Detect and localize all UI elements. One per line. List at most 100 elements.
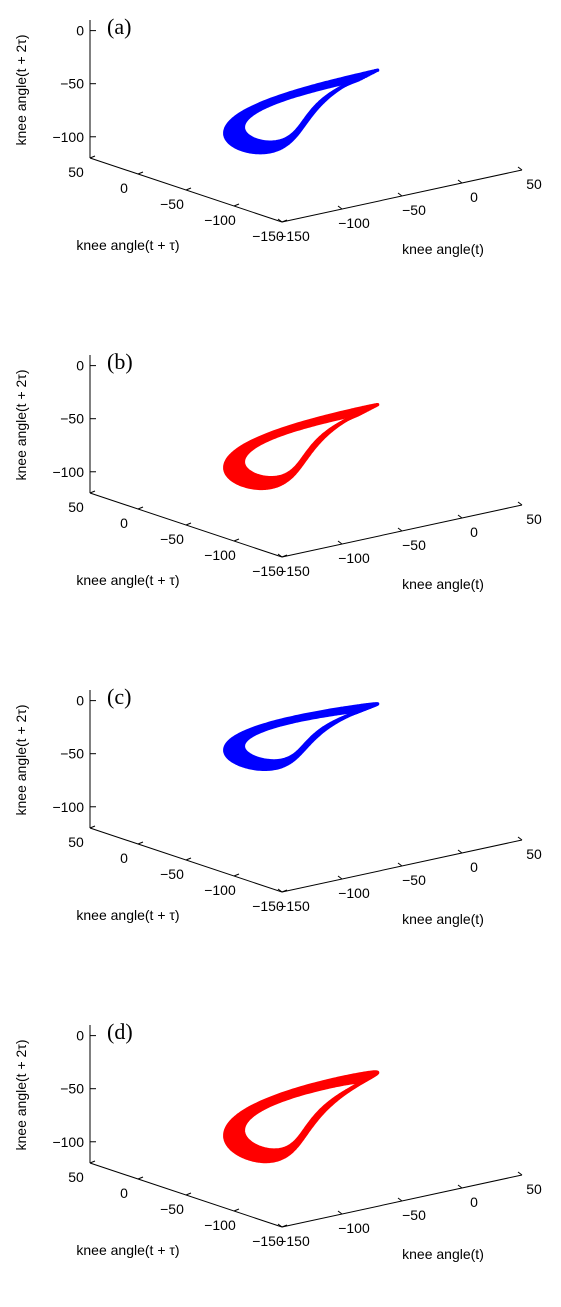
z-tick-label: −100 [52, 464, 84, 480]
y-tick-mark [185, 857, 192, 861]
x-tick-mark [517, 501, 523, 506]
trajectory-line [223, 403, 380, 491]
trajectory-line [223, 702, 380, 771]
y-tick-mark [89, 490, 96, 494]
chart-panel: −150 −100 −50 0 50 −150 −100 −50 0 50 −100 −50 0 knee… [13, 14, 542, 257]
x-tick-label: −50 [402, 202, 426, 218]
y-tick-mark [281, 889, 288, 893]
y-tick-mark [233, 873, 240, 877]
chart-panel: −150 −100 −50 0 50 −150 −100 −50 0 50 −100 −50 0 knee… [13, 684, 542, 927]
y-tick-mark [281, 1224, 288, 1228]
y-tick-label: 50 [68, 1169, 84, 1185]
z-tick-label: 0 [76, 1028, 84, 1044]
z-axis-label: knee angle(t + 2τ) [13, 1040, 29, 1151]
y-tick-label: −100 [204, 1217, 236, 1233]
y-tick-mark [89, 1160, 96, 1164]
y-tick-mark [233, 203, 240, 207]
z-tick-label: 0 [76, 23, 84, 39]
z-tick-label: −50 [60, 411, 84, 427]
chart-panel: −150 −100 −50 0 50 −150 −100 −50 0 50 −100 −50 0 knee… [13, 1019, 542, 1262]
z-tick-label: −100 [52, 799, 84, 815]
x-tick-mark [517, 1171, 523, 1176]
x-tick-mark [337, 540, 343, 545]
y-tick-label: −100 [204, 882, 236, 898]
x-tick-label: −50 [402, 1207, 426, 1223]
y-tick-mark [137, 506, 144, 510]
z-tick-label: −50 [60, 1081, 84, 1097]
x-tick-mark [457, 849, 463, 854]
panel-label: (c) [107, 684, 131, 709]
y-tick-mark [185, 522, 192, 526]
x-tick-mark [277, 1223, 283, 1228]
z-axis-label: knee angle(t + 2τ) [13, 35, 29, 146]
x-tick-mark [457, 179, 463, 184]
y-tick-label: 0 [120, 850, 128, 866]
x-tick-label: 0 [470, 524, 478, 540]
x-tick-mark [397, 527, 403, 532]
x-tick-mark [397, 1197, 403, 1202]
x-tick-label: 0 [470, 859, 478, 875]
x-tick-label: 50 [526, 1181, 542, 1197]
trajectory-line [234, 74, 368, 148]
z-tick-label: −100 [52, 129, 84, 145]
y-axis-label: knee angle(t + τ) [76, 907, 179, 923]
x-axis-label: knee angle(t) [402, 911, 484, 927]
y-tick-label: −50 [160, 196, 184, 212]
z-tick-label: −50 [60, 76, 84, 92]
x-tick-label: 0 [470, 189, 478, 205]
x-tick-mark [517, 836, 523, 841]
y-tick-label: 50 [68, 164, 84, 180]
z-tick-label: 0 [76, 358, 84, 374]
y-tick-mark [137, 841, 144, 845]
trajectory-line [223, 68, 380, 155]
z-tick-label: −100 [52, 1134, 84, 1150]
y-tick-label: 0 [120, 515, 128, 531]
x-tick-label: 50 [526, 176, 542, 192]
y-tick-label: −150 [252, 1233, 284, 1249]
y-tick-mark [137, 171, 144, 175]
x-tick-label: −100 [338, 550, 370, 566]
y-tick-mark [281, 554, 288, 558]
y-tick-mark [281, 219, 288, 223]
z-tick-label: −50 [60, 746, 84, 762]
y-tick-label: −100 [204, 547, 236, 563]
y-tick-label: −50 [160, 1201, 184, 1217]
y-tick-mark [137, 1176, 144, 1180]
x-tick-mark [397, 862, 403, 867]
x-tick-mark [397, 192, 403, 197]
x-axis-label: knee angle(t) [402, 576, 484, 592]
x-tick-label: −100 [338, 885, 370, 901]
y-tick-label: 50 [68, 834, 84, 850]
y-tick-mark [185, 187, 192, 191]
x-tick-label: −150 [278, 1233, 310, 1249]
z-axis-label: knee angle(t + 2τ) [13, 370, 29, 481]
x-tick-mark [277, 553, 283, 558]
y-tick-label: −150 [252, 228, 284, 244]
y-tick-label: −50 [160, 531, 184, 547]
x-tick-mark [277, 888, 283, 893]
x-tick-label: −50 [402, 872, 426, 888]
y-tick-label: 50 [68, 499, 84, 515]
x-tick-mark [337, 1210, 343, 1215]
y-axis-label: knee angle(t + τ) [76, 237, 179, 253]
x-tick-mark [337, 205, 343, 210]
x-tick-label: −150 [278, 898, 310, 914]
y-axis-label: knee angle(t + τ) [76, 1242, 179, 1258]
x-axis-label: knee angle(t) [402, 1246, 484, 1262]
trajectory-line [237, 75, 366, 147]
x-tick-label: −100 [338, 215, 370, 231]
panel-label: (b) [107, 349, 133, 374]
x-tick-mark [457, 514, 463, 519]
y-tick-label: −150 [252, 563, 284, 579]
x-tick-label: −150 [278, 228, 310, 244]
x-tick-mark [517, 166, 523, 171]
x-tick-mark [277, 218, 283, 223]
y-tick-label: −150 [252, 898, 284, 914]
y-axis-label: knee angle(t + τ) [76, 572, 179, 588]
x-tick-mark [337, 875, 343, 880]
x-tick-label: 50 [526, 846, 542, 862]
y-tick-mark [233, 1208, 240, 1212]
y-tick-label: −50 [160, 866, 184, 882]
z-tick-label: 0 [76, 693, 84, 709]
y-tick-mark [185, 1192, 192, 1196]
